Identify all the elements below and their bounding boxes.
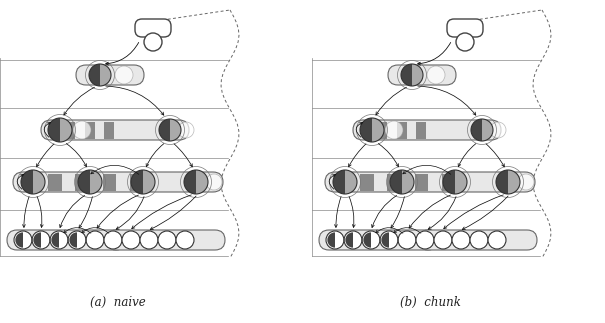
- Circle shape: [398, 231, 416, 249]
- Circle shape: [390, 170, 414, 194]
- Wedge shape: [184, 170, 196, 194]
- Circle shape: [496, 170, 520, 194]
- Circle shape: [434, 231, 452, 249]
- FancyBboxPatch shape: [13, 172, 223, 192]
- Wedge shape: [51, 232, 59, 248]
- Wedge shape: [443, 170, 455, 194]
- Wedge shape: [21, 170, 33, 194]
- Wedge shape: [78, 170, 90, 194]
- Circle shape: [427, 66, 445, 84]
- Circle shape: [32, 231, 50, 249]
- Circle shape: [344, 231, 362, 249]
- Circle shape: [362, 231, 380, 249]
- Bar: [416, 121, 426, 139]
- Bar: [66, 121, 76, 139]
- Text: (a)  naive: (a) naive: [90, 296, 146, 308]
- Circle shape: [401, 64, 423, 86]
- Wedge shape: [70, 232, 77, 248]
- Circle shape: [86, 231, 104, 249]
- Wedge shape: [89, 64, 100, 86]
- Circle shape: [206, 174, 222, 190]
- Circle shape: [443, 170, 467, 194]
- Wedge shape: [471, 119, 482, 141]
- Bar: [130, 173, 144, 191]
- Circle shape: [360, 118, 384, 142]
- FancyBboxPatch shape: [7, 230, 225, 250]
- FancyBboxPatch shape: [325, 172, 535, 192]
- Circle shape: [115, 66, 133, 84]
- Circle shape: [89, 64, 111, 86]
- Bar: [76, 173, 89, 191]
- Circle shape: [471, 119, 493, 141]
- Text: (b)  chunk: (b) chunk: [399, 296, 460, 308]
- Circle shape: [122, 231, 140, 249]
- Circle shape: [333, 170, 357, 194]
- Circle shape: [416, 231, 434, 249]
- FancyBboxPatch shape: [353, 120, 501, 140]
- Circle shape: [104, 231, 122, 249]
- FancyBboxPatch shape: [106, 230, 126, 250]
- FancyBboxPatch shape: [388, 65, 456, 85]
- Wedge shape: [360, 118, 372, 142]
- Circle shape: [452, 231, 470, 249]
- Wedge shape: [390, 170, 402, 194]
- Circle shape: [78, 170, 102, 194]
- Circle shape: [140, 231, 158, 249]
- Circle shape: [490, 122, 506, 138]
- Circle shape: [380, 231, 398, 249]
- Circle shape: [73, 121, 91, 139]
- Bar: [103, 173, 116, 191]
- Circle shape: [184, 170, 208, 194]
- Wedge shape: [401, 64, 412, 86]
- Circle shape: [68, 231, 86, 249]
- FancyBboxPatch shape: [135, 19, 171, 37]
- Wedge shape: [496, 170, 508, 194]
- Bar: [415, 173, 428, 191]
- Circle shape: [178, 122, 194, 138]
- Bar: [104, 121, 114, 139]
- Bar: [397, 121, 407, 139]
- Circle shape: [159, 119, 181, 141]
- Circle shape: [488, 231, 506, 249]
- Circle shape: [14, 231, 32, 249]
- Circle shape: [50, 231, 68, 249]
- Wedge shape: [381, 232, 389, 248]
- Circle shape: [131, 170, 155, 194]
- Circle shape: [470, 231, 488, 249]
- Bar: [48, 173, 62, 191]
- Circle shape: [144, 33, 162, 51]
- Circle shape: [326, 231, 344, 249]
- Circle shape: [385, 121, 403, 139]
- FancyBboxPatch shape: [319, 230, 537, 250]
- Bar: [442, 173, 456, 191]
- Bar: [387, 173, 401, 191]
- Circle shape: [518, 174, 534, 190]
- Circle shape: [21, 170, 45, 194]
- Bar: [360, 173, 374, 191]
- Circle shape: [176, 231, 194, 249]
- Wedge shape: [333, 170, 345, 194]
- Bar: [85, 121, 94, 139]
- Circle shape: [48, 118, 72, 142]
- FancyBboxPatch shape: [447, 19, 483, 37]
- Wedge shape: [48, 118, 60, 142]
- Wedge shape: [159, 119, 170, 141]
- Wedge shape: [327, 232, 335, 248]
- Wedge shape: [33, 232, 41, 248]
- Wedge shape: [131, 170, 143, 194]
- Wedge shape: [364, 232, 371, 248]
- FancyBboxPatch shape: [418, 230, 438, 250]
- Wedge shape: [15, 232, 23, 248]
- Circle shape: [456, 33, 474, 51]
- Circle shape: [158, 231, 176, 249]
- Bar: [378, 121, 387, 139]
- Wedge shape: [345, 232, 353, 248]
- FancyBboxPatch shape: [41, 120, 189, 140]
- FancyBboxPatch shape: [76, 65, 144, 85]
